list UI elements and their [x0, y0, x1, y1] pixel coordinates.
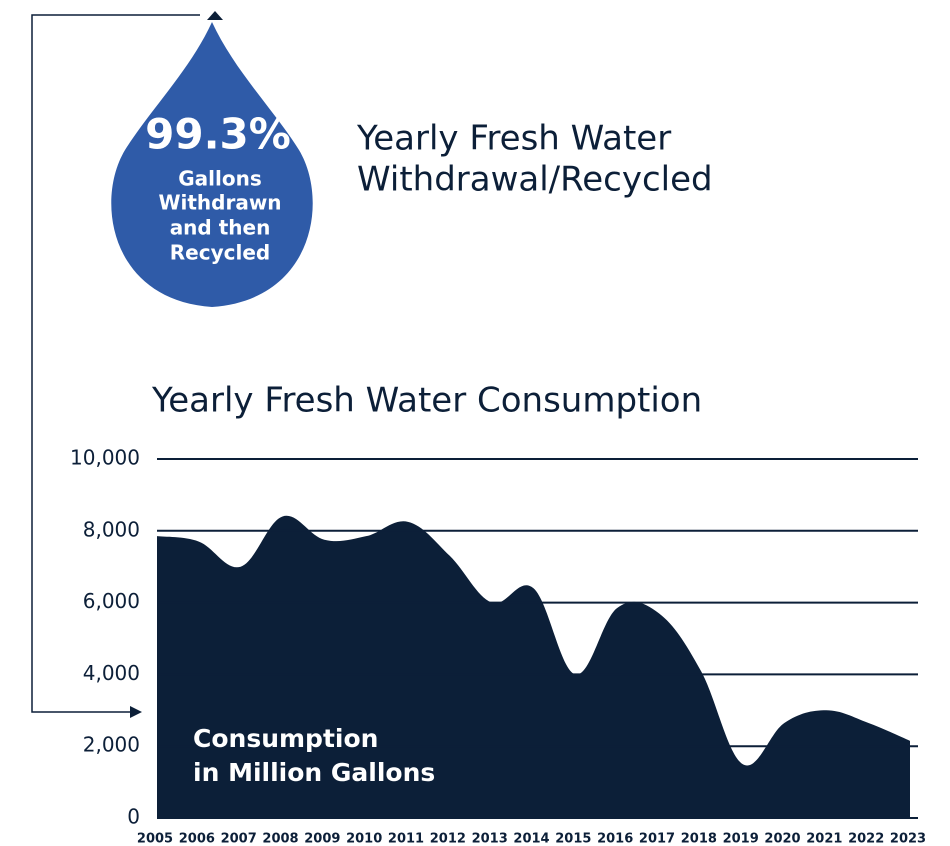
x-tick-label: 2005: [137, 832, 173, 846]
drop-caption: Withdrawn: [158, 191, 281, 215]
x-tick-label: 2019: [723, 832, 759, 846]
plot: 0 2,000 4,000 6,000 8,000 10,000 2005 2006 2007 2…: [70, 446, 926, 846]
y-tick-label: 10,000: [70, 446, 140, 470]
x-tick-label: 2016: [597, 832, 633, 846]
drop: 99.3% Gallons Withdrawn and then Recycle…: [111, 22, 313, 307]
x-tick-label: 2021: [806, 832, 842, 846]
area: [157, 515, 910, 818]
x-tick-label: 2012: [430, 832, 466, 846]
withdrawal-title: Yearly Fresh Water: [356, 119, 671, 159]
x-tick-label: 2014: [513, 832, 549, 846]
x-tick-label: 2008: [262, 832, 298, 846]
y-tick-label: 0: [127, 805, 140, 829]
x-tick-label: 2011: [388, 832, 424, 846]
x-tick-label: 2015: [555, 832, 591, 846]
arrow-head-up: [207, 11, 223, 20]
x-tick-label: 2009: [304, 832, 340, 846]
annotation: in Million Gallons: [193, 758, 435, 787]
bracket-arrow: [31, 14, 200, 713]
annotation: Consumption: [193, 724, 378, 753]
y-tick-label: 4,000: [83, 661, 140, 685]
x-tick-label: 2023: [890, 832, 926, 846]
y-tick-label: 8,000: [83, 517, 140, 541]
drop-caption: and then: [170, 216, 271, 240]
arrow-head-right: [130, 706, 142, 718]
withdrawal-title: Withdrawal/Recycled: [357, 160, 713, 200]
x-tick-label: 2017: [639, 832, 675, 846]
bracket-line: [31, 14, 200, 713]
x-tick-label: 2010: [346, 832, 382, 846]
x-tick-label: 2022: [848, 832, 884, 846]
drop-caption: Recycled: [170, 241, 270, 265]
y-tick-label: 2,000: [83, 733, 140, 757]
x-tick-label: 2018: [681, 832, 717, 846]
chart-title: Yearly Fresh Water Consumption: [151, 381, 702, 421]
y-tick-label: 6,000: [83, 589, 140, 613]
drop-caption: Gallons: [178, 167, 262, 191]
x-tick-label: 2020: [764, 832, 800, 846]
drop-value: 99.3%: [145, 110, 291, 159]
x-tick-label: 2006: [179, 832, 215, 846]
water-drop: [111, 22, 313, 307]
x-tick-label: 2007: [221, 832, 257, 846]
x-tick-label: 2013: [472, 832, 508, 846]
